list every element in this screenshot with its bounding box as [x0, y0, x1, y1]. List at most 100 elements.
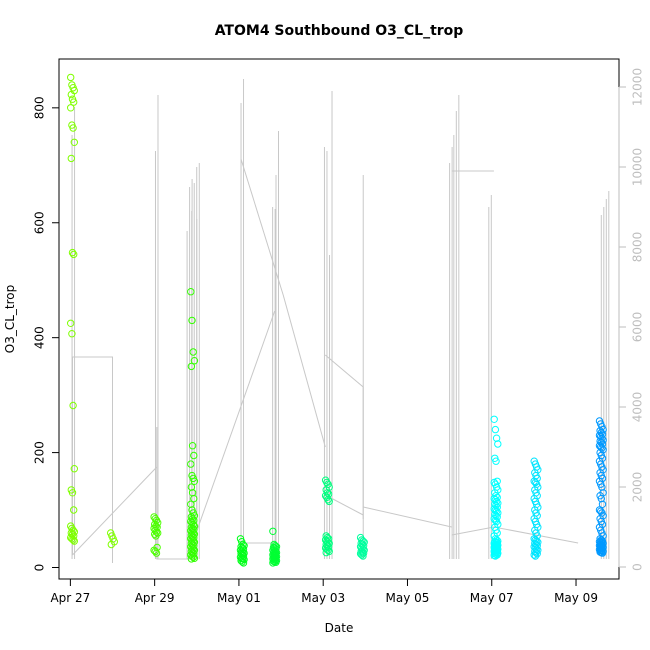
data-point [531, 478, 540, 487]
track-segment [72, 356, 113, 563]
data-point [70, 506, 78, 514]
data-point [269, 559, 277, 567]
data-point [356, 550, 365, 558]
y-axis-left: 0 200 400 600 800 [33, 96, 60, 571]
x-tick-label: May 01 [217, 591, 261, 605]
data-point [190, 554, 199, 562]
data-point [188, 442, 197, 450]
data-point [358, 551, 366, 559]
data-point [358, 544, 366, 552]
data-point [323, 545, 331, 553]
x-tick-label: Apr 27 [50, 591, 90, 605]
altitude-profile-group [71, 79, 610, 559]
data-point [69, 124, 77, 132]
data-point [492, 434, 501, 442]
data-point [490, 415, 498, 423]
data-point [531, 552, 540, 560]
y2-tick-label: 2000 [631, 472, 645, 503]
y2-tick-label: 10000 [631, 148, 645, 186]
data-point [597, 507, 605, 515]
x-tick-label: Apr 29 [135, 591, 175, 605]
y2-tick-label: 0 [631, 563, 645, 571]
track-segment [72, 466, 158, 556]
data-point [68, 489, 77, 497]
track-segment [196, 310, 276, 532]
data-point [187, 483, 196, 491]
y-axis-right: 0 2000 4000 6000 8000 10000 12000 [618, 68, 645, 571]
data-point [151, 547, 160, 556]
x-axis-label: Date [325, 621, 354, 635]
data-point [324, 496, 332, 504]
track-segment [324, 354, 364, 519]
data-point [152, 522, 160, 530]
data-point [491, 552, 500, 560]
data-point [70, 138, 79, 147]
y2-tick-label: 4000 [631, 392, 645, 423]
data-point [187, 460, 195, 468]
x-tick-label: May 05 [386, 591, 430, 605]
data-point [322, 548, 330, 557]
y-tick-label: 0 [33, 564, 47, 572]
data-point [67, 73, 75, 82]
data-point [237, 556, 245, 565]
data-point [69, 536, 77, 544]
data-point [490, 478, 498, 487]
y-axis-label: O3_CL_trop [3, 285, 17, 353]
data-point-group [67, 73, 607, 567]
data-point [187, 500, 195, 508]
data-point [321, 492, 330, 500]
track-segment [240, 158, 284, 296]
data-point [107, 540, 116, 549]
data-point [151, 530, 159, 538]
data-point [190, 477, 199, 485]
data-point [190, 494, 198, 503]
data-point [187, 555, 196, 563]
data-point [359, 549, 368, 557]
data-point [189, 553, 197, 561]
data-point [493, 551, 501, 559]
data-point [491, 425, 500, 434]
data-point [152, 532, 160, 540]
data-point [323, 478, 331, 487]
y2-tick-label: 12000 [631, 68, 645, 106]
data-point [67, 154, 76, 163]
data-point [67, 104, 75, 112]
data-point [598, 549, 607, 557]
data-point [151, 515, 160, 523]
data-point [238, 544, 247, 552]
track-segment [282, 294, 326, 448]
data-point [494, 440, 502, 448]
track-segment [363, 506, 452, 528]
data-point [239, 559, 248, 567]
track-segment [451, 526, 579, 544]
data-point [272, 558, 280, 566]
data-point [491, 510, 499, 519]
data-point [598, 483, 606, 491]
data-point [187, 288, 195, 296]
data-point [492, 457, 500, 465]
data-point [597, 494, 605, 503]
data-point [530, 551, 538, 559]
data-point [491, 535, 500, 543]
data-point [269, 527, 277, 535]
x-tick-label: May 03 [301, 591, 345, 605]
data-point [324, 546, 332, 554]
x-axis: Apr 27 Apr 29 May 01 May 03 May 05 May 07 May … [50, 578, 598, 605]
data-point [67, 90, 76, 99]
y-tick-label: 600 [33, 211, 47, 234]
data-point [597, 438, 605, 446]
data-point [152, 528, 161, 536]
altitude-track-group [72, 158, 579, 563]
y-tick-label: 200 [33, 441, 47, 464]
data-point [67, 319, 75, 327]
data-point [190, 357, 199, 365]
y2-tick-label: 6000 [631, 312, 645, 343]
data-point [68, 248, 77, 257]
y-tick-label: 400 [33, 326, 47, 349]
data-point [68, 535, 76, 543]
data-point [598, 500, 607, 508]
data-point [532, 548, 540, 557]
data-point [70, 465, 79, 473]
y-tick-label: 800 [33, 96, 47, 119]
